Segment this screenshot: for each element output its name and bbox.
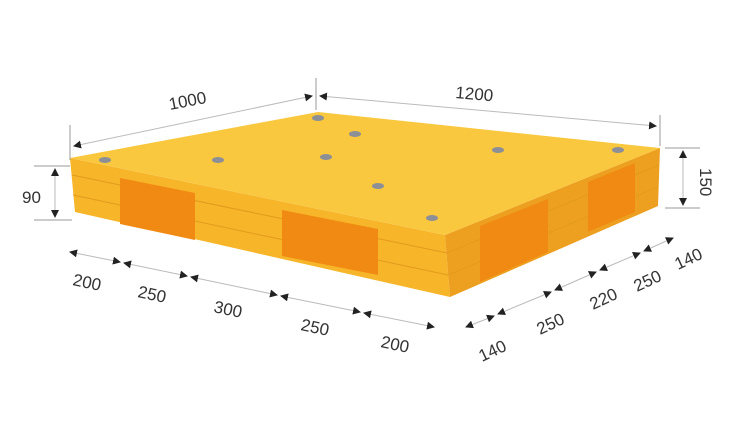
front-segment-label: 250: [299, 315, 331, 339]
front-segment-label: 250: [136, 282, 168, 306]
side-segment-label: 140: [672, 244, 706, 273]
side-segment-label: 250: [631, 266, 665, 295]
side-segment-label: 140: [476, 336, 510, 365]
front-segment-label: 200: [71, 270, 103, 294]
fork-opening: [282, 210, 378, 275]
front-segment-label: 200: [379, 332, 411, 356]
fork-opening: [120, 178, 195, 240]
side-segment-label: 250: [534, 309, 568, 338]
fork-opening: [480, 199, 548, 282]
front-segment-label: 300: [212, 297, 244, 321]
entry-height-label: 90: [22, 188, 41, 207]
width-label: 1000: [167, 88, 208, 114]
total-height-label: 150: [696, 168, 715, 196]
fork-opening: [588, 163, 635, 232]
length-label: 1200: [455, 83, 494, 105]
side-segment-label: 220: [587, 284, 621, 313]
